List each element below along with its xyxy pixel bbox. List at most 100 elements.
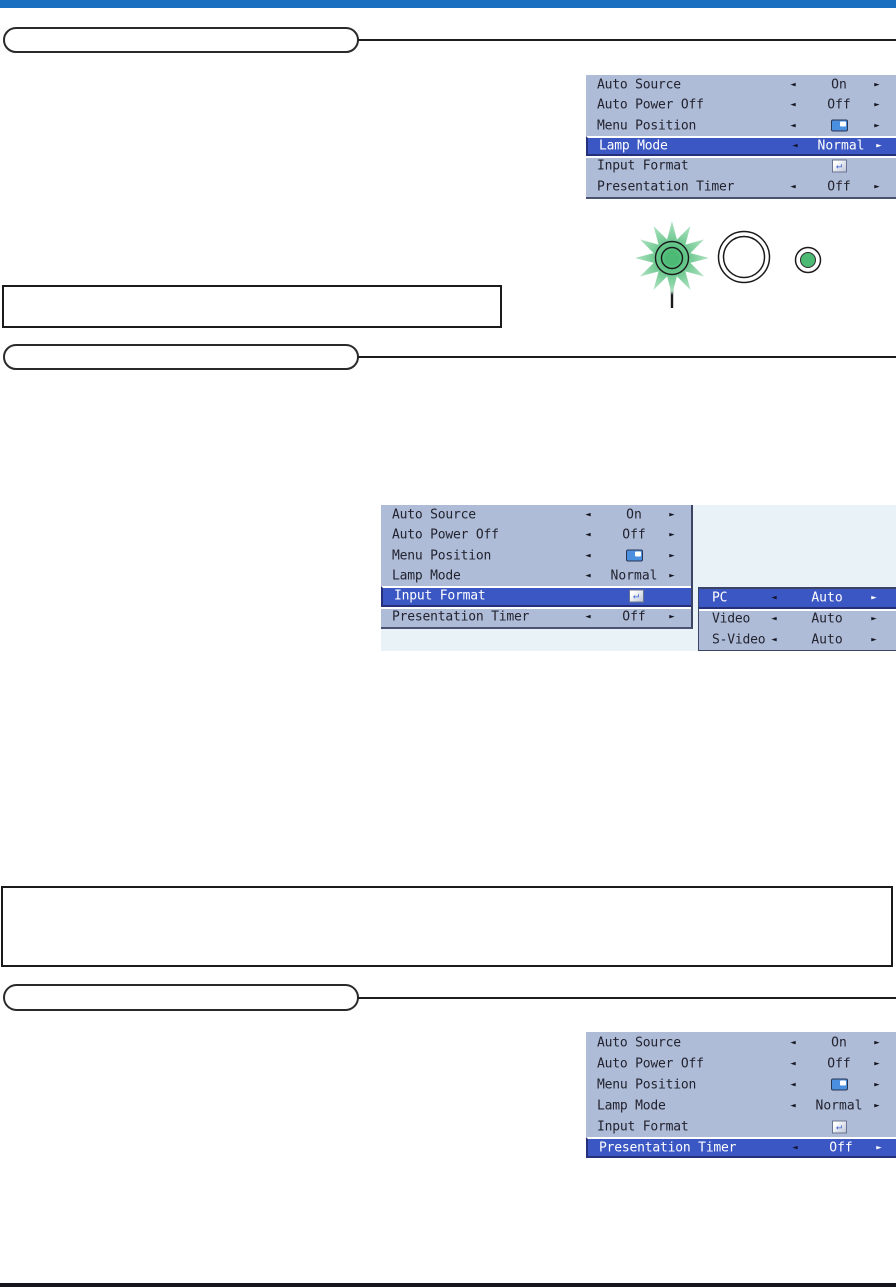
- osd-value: On: [626, 507, 642, 523]
- osd-row-presentation-timer: Presentation Timer ◄ Off ►: [586, 177, 896, 197]
- osd-value: [804, 118, 874, 133]
- left-arrow-icon: ◄: [585, 530, 591, 541]
- left-arrow-icon: ◄: [790, 1037, 796, 1048]
- osd-label: Auto Power Off: [597, 97, 704, 113]
- osd-value: Auto: [811, 590, 843, 606]
- left-arrow-icon: ◄: [792, 141, 798, 152]
- osd-row-menu-position: Menu Position ◄ ►: [586, 116, 896, 136]
- osd-label: Menu Position: [392, 548, 492, 564]
- osd-value: Normal: [815, 1098, 863, 1113]
- osd-value: ↵: [601, 589, 671, 604]
- status-indicator-inner-ring: [660, 246, 684, 270]
- osd-label: Presentation Timer: [392, 609, 530, 625]
- right-arrow-icon: ►: [874, 100, 880, 111]
- osd-row-auto-source: Auto Source ◄ On ►: [586, 1032, 896, 1053]
- right-arrow-icon: ►: [669, 571, 675, 582]
- section-heading-pill-1: [3, 27, 359, 53]
- osd-label: Auto Power Off: [597, 1056, 704, 1071]
- menu-position-icon: [625, 549, 643, 562]
- osd-submenu-input-format: PC ◄ Auto ► Video ◄ Auto ► S-Video ◄ Aut…: [698, 587, 896, 651]
- osd-value: ↵: [804, 159, 874, 174]
- lamp-led-green-icon: [800, 252, 816, 268]
- osd-row-auto-source: Auto Source ◄ On ►: [586, 75, 896, 95]
- osd-value: Off: [827, 1056, 851, 1071]
- osd-menu-lamp-mode: Auto Source ◄ On ► Auto Power Off ◄ Off …: [586, 75, 896, 199]
- left-arrow-icon: ◄: [771, 593, 777, 604]
- osd-label: Lamp Mode: [392, 568, 461, 584]
- osd-row-s-video: S-Video ◄ Auto ►: [699, 630, 896, 650]
- osd-row-lamp-mode: Lamp Mode ◄ Normal ►: [586, 1095, 896, 1116]
- section-heading-line-3: [358, 997, 896, 999]
- left-arrow-icon: ◄: [585, 550, 591, 561]
- note-box-2: [1, 886, 893, 967]
- osd-row-input-format: Input Format ↵: [586, 1116, 896, 1137]
- osd-label: PC: [712, 590, 728, 606]
- left-arrow-icon: ◄: [792, 1142, 798, 1153]
- osd-menu-input-format: Auto Source ◄ On ► Auto Power Off ◄ Off …: [381, 505, 693, 629]
- osd-value: Auto: [811, 611, 843, 627]
- note-box-1: [2, 285, 502, 328]
- osd-value: Off: [827, 97, 851, 113]
- osd-row-menu-position: Menu Position ◄ ►: [381, 546, 691, 566]
- left-arrow-icon: ◄: [771, 614, 777, 625]
- osd-label: Input Format: [597, 158, 689, 174]
- right-arrow-icon: ►: [874, 1037, 880, 1048]
- osd-row-lamp-mode-highlighted: Lamp Mode ◄ Normal ►: [586, 136, 896, 157]
- projection-screen-background: Auto Source ◄ On ► Auto Power Off ◄ Off …: [381, 505, 896, 651]
- osd-value: Normal: [817, 138, 865, 154]
- left-arrow-icon: ◄: [790, 1079, 796, 1090]
- status-indicator-green-lamp-icon: [664, 250, 680, 266]
- page-top-rule: [0, 0, 896, 8]
- osd-label: Lamp Mode: [599, 138, 668, 154]
- right-arrow-icon: ►: [876, 141, 882, 152]
- right-arrow-icon: ►: [876, 1142, 882, 1153]
- osd-value: Off: [827, 179, 851, 195]
- osd-label: Input Format: [394, 588, 486, 604]
- osd-row-input-format-highlighted: Input Format ↵: [381, 586, 691, 607]
- right-arrow-icon: ►: [874, 1058, 880, 1069]
- osd-label: Menu Position: [597, 1077, 697, 1092]
- right-arrow-icon: ►: [874, 181, 880, 192]
- page-bottom-rule: [0, 1283, 896, 1287]
- osd-row-pc-highlighted: PC ◄ Auto ►: [699, 589, 896, 610]
- osd-label: Lamp Mode: [597, 1098, 666, 1113]
- osd-row-auto-power-off: Auto Power Off ◄ Off ►: [586, 1053, 896, 1074]
- osd-value: Auto: [811, 632, 843, 648]
- osd-value: ↵: [804, 1119, 874, 1134]
- osd-label: Menu Position: [597, 118, 697, 134]
- right-arrow-icon: ►: [871, 634, 877, 645]
- return-icon: ↵: [628, 589, 644, 603]
- osd-value: [804, 1077, 874, 1092]
- osd-row-lamp-mode: Lamp Mode ◄ Normal ►: [381, 566, 691, 586]
- osd-label: Auto Source: [597, 77, 681, 93]
- return-icon: ↵: [831, 159, 847, 173]
- left-arrow-icon: ◄: [585, 611, 591, 622]
- osd-value: Normal: [610, 568, 658, 584]
- osd-label: Auto Source: [392, 507, 476, 523]
- osd-row-presentation-timer: Presentation Timer ◄ Off ►: [381, 607, 691, 627]
- right-arrow-icon: ►: [669, 550, 675, 561]
- osd-row-auto-power-off: Auto Power Off ◄ Off ►: [381, 525, 691, 545]
- right-arrow-icon: ►: [874, 1079, 880, 1090]
- osd-value: Off: [829, 1140, 853, 1155]
- section-heading-line-2: [358, 356, 896, 358]
- left-arrow-icon: ◄: [790, 1100, 796, 1111]
- left-arrow-icon: ◄: [790, 1058, 796, 1069]
- osd-row-input-format: Input Format ↵: [586, 156, 896, 176]
- right-arrow-icon: ►: [669, 611, 675, 622]
- menu-position-icon: [830, 119, 848, 132]
- osd-row-auto-power-off: Auto Power Off ◄ Off ►: [586, 95, 896, 115]
- left-arrow-icon: ◄: [790, 80, 796, 91]
- section-heading-pill-3: [3, 984, 359, 1011]
- osd-label: Video: [712, 611, 751, 627]
- osd-value: On: [831, 1035, 847, 1050]
- left-arrow-icon: ◄: [771, 634, 777, 645]
- right-arrow-icon: ►: [669, 530, 675, 541]
- osd-label: Presentation Timer: [597, 179, 735, 195]
- left-arrow-icon: ◄: [585, 510, 591, 521]
- right-arrow-icon: ►: [669, 510, 675, 521]
- osd-menu-presentation-timer: Auto Source ◄ On ► Auto Power Off ◄ Off …: [586, 1032, 896, 1158]
- left-arrow-icon: ◄: [790, 100, 796, 111]
- osd-label: S-Video: [712, 632, 766, 648]
- left-arrow-icon: ◄: [790, 181, 796, 192]
